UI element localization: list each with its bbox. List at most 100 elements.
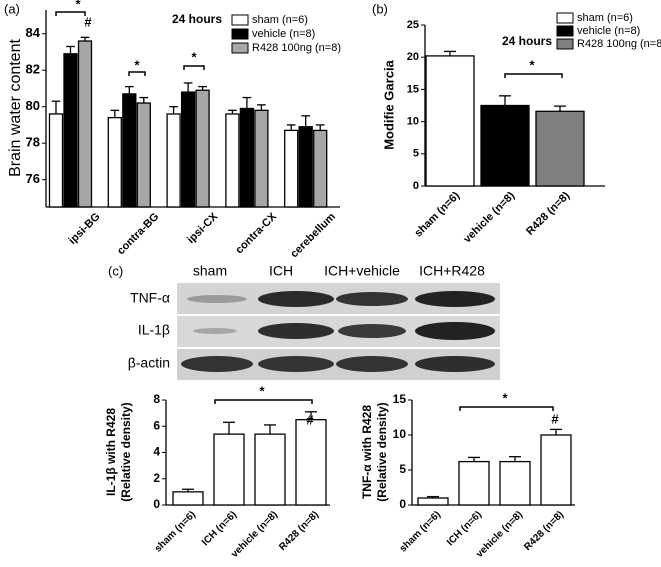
bar (540, 434, 572, 506)
y-tick-label: 4 (153, 445, 160, 459)
legend-swatch (556, 25, 574, 37)
y-tick-label: 0 (399, 497, 406, 511)
blot-column: sham (193, 263, 227, 279)
x-tick-label: contra-BG (115, 211, 162, 258)
y-tick-label: 5 (399, 462, 406, 476)
error-bar (499, 95, 511, 106)
western-blot (177, 283, 500, 380)
bar (535, 110, 585, 187)
y-axis-label: TNF-α with R428 (360, 405, 374, 499)
band (415, 291, 495, 307)
bar (313, 129, 328, 208)
band (181, 356, 253, 372)
y-axis-label: Brain water content (7, 39, 24, 177)
significance-bracket (459, 406, 554, 411)
band (187, 295, 247, 303)
x-tick-label: ipsi-BG (67, 211, 103, 247)
legend-label: sham (n=6) (252, 14, 308, 26)
band (415, 322, 495, 340)
legend-label: R428 100ng (n=8) (577, 38, 661, 50)
bar (172, 491, 204, 506)
error-bar (223, 421, 235, 435)
panel-label: (c) (108, 263, 123, 278)
x-tick-label: vehicle (n=8) (461, 189, 517, 245)
x-tick-label: cerebellum (288, 211, 338, 261)
band (258, 323, 334, 339)
y-tick-label: 82 (26, 62, 40, 77)
bar (417, 497, 449, 506)
panel-label: (b) (372, 1, 388, 16)
blot-row: TNF-α (130, 290, 170, 306)
bar (213, 433, 245, 506)
bar (295, 419, 327, 506)
y-tick-label: 25 (407, 19, 419, 31)
x-tick-label: R428 (n=8) (277, 509, 321, 553)
subtitle: 24 hours (502, 34, 552, 48)
band (338, 324, 406, 338)
x-tick-label: R428 (n=8) (524, 189, 572, 237)
legend-label: vehicle (n=8) (252, 28, 315, 40)
annotation: * (134, 57, 140, 72)
x-tick-label: sham (n=6) (412, 189, 462, 239)
y-tick-label: 6 (153, 418, 160, 432)
x-tick-label: sham (n=6) (153, 509, 198, 554)
y-tick-label: 10 (407, 116, 419, 128)
error-bar (315, 124, 325, 131)
legend-swatch (556, 12, 574, 24)
error-bar (183, 82, 193, 93)
panel-label: (a) (4, 1, 20, 16)
bar (166, 113, 181, 208)
band (336, 356, 408, 372)
x-tick-label: sham (n=6) (398, 509, 443, 554)
legend-label: R428 100ng (n=8) (252, 42, 341, 54)
error-bar (182, 488, 194, 492)
bar (425, 55, 475, 187)
y-tick-label: 76 (26, 171, 40, 186)
y-tick-label: 0 (413, 180, 419, 192)
legend-swatch (231, 14, 249, 26)
bar (480, 104, 530, 187)
bar (180, 91, 196, 208)
legend-label: vehicle (n=8) (577, 25, 640, 37)
error-bar (257, 104, 266, 111)
bar (107, 116, 122, 208)
subtitle: 24 hours (172, 12, 222, 26)
significance-bracket (214, 399, 313, 404)
error-bar (66, 45, 75, 54)
bar (195, 89, 210, 208)
annotation: # (84, 14, 92, 29)
significance-bracket (504, 73, 563, 78)
y-tick-label: 5 (413, 148, 419, 160)
error-bar (264, 424, 276, 435)
error-bar (554, 105, 566, 112)
band (336, 292, 408, 306)
y-tick-label: 15 (393, 392, 407, 406)
y-tick-label: 84 (26, 25, 41, 40)
error-bar (198, 85, 207, 91)
blot-column: ICH+vehicle (324, 263, 400, 279)
y-tick-label: 80 (26, 98, 40, 113)
error-bar (169, 106, 178, 114)
bar (239, 107, 255, 208)
x-tick-label: ICH (n=6) (445, 509, 484, 548)
band (258, 356, 334, 372)
y-tick-label: 78 (26, 135, 40, 150)
error-bar (286, 124, 296, 131)
y-axis-label: (Relative density) (119, 402, 133, 501)
error-bar (110, 109, 120, 118)
x-tick-label: R428 (n=8) (522, 509, 566, 553)
error-bar (305, 411, 317, 420)
band (415, 356, 495, 372)
x-tick-label: contra-CX (233, 210, 279, 256)
x-tick-label: ICH (n=6) (200, 509, 239, 548)
legend-swatch (556, 38, 574, 50)
annotation: # (306, 412, 314, 427)
significance-bracket (128, 71, 146, 76)
y-axis-label: Modifie Garcia (381, 59, 396, 149)
error-bar (444, 50, 456, 56)
y-tick-label: 2 (153, 471, 160, 485)
y-axis-label: IL-1β with R428 (104, 408, 118, 496)
bar (136, 102, 151, 208)
y-tick-label: 20 (407, 51, 419, 63)
